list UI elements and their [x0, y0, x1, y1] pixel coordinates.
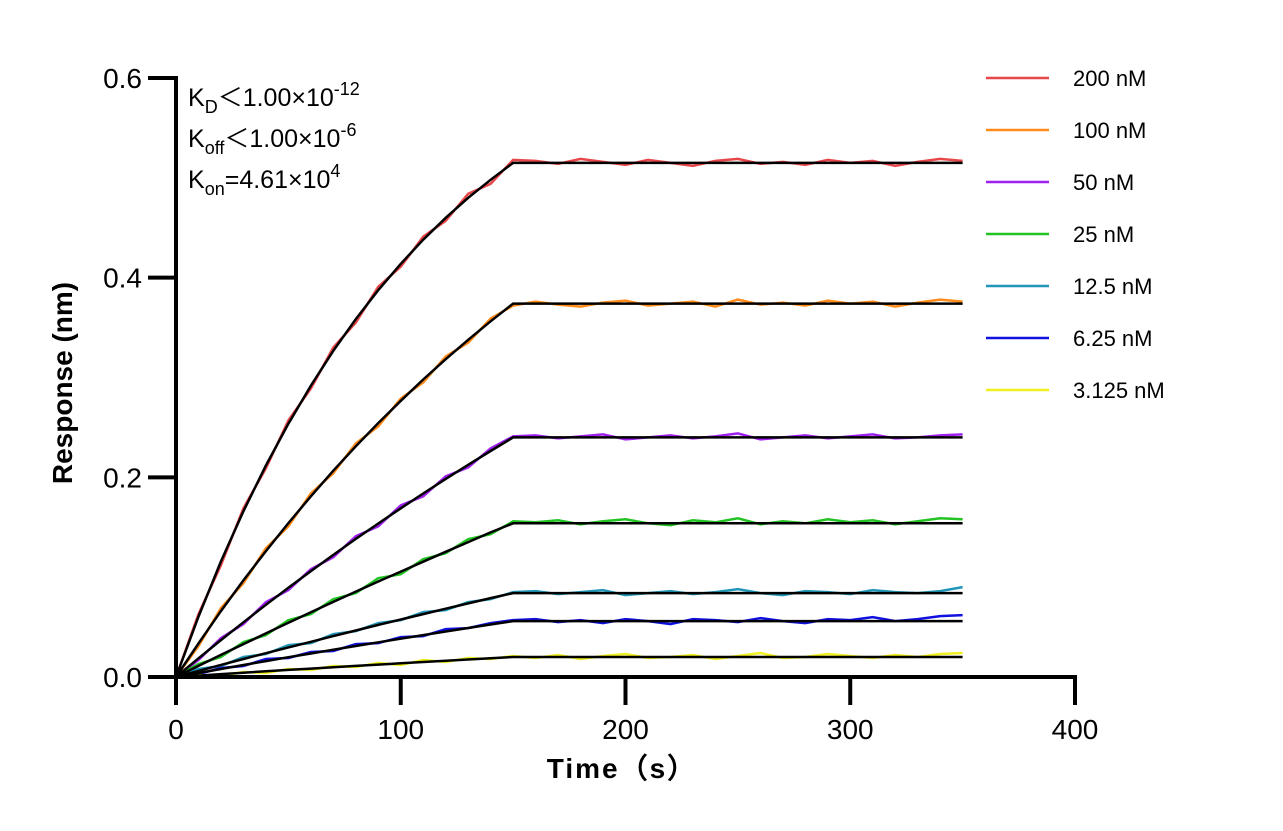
x-tick-label: 100	[377, 714, 424, 745]
annotation-k: K	[188, 125, 205, 153]
annotation-sub: D	[205, 97, 218, 117]
annotation-text: ＜1.00×10	[218, 84, 334, 112]
data-line	[174, 157, 963, 678]
legend-label: 3.125 nM	[1073, 378, 1165, 403]
annotation: Koff＜1.00×10-6	[188, 120, 356, 158]
y-tick-label: 0.2	[103, 462, 142, 493]
annotation-k: K	[188, 166, 205, 194]
x-tick-label: 200	[602, 714, 649, 745]
annotation-k: K	[188, 84, 205, 112]
fit-line	[175, 655, 963, 679]
x-tick-label: 0	[168, 714, 184, 745]
fit-line	[175, 591, 963, 679]
legend-label: 12.5 nM	[1073, 274, 1153, 299]
x-axis-title: Time（s）	[547, 752, 697, 784]
annotation-sub: off	[205, 138, 226, 158]
data-line	[174, 298, 963, 678]
data-line	[175, 432, 963, 678]
data-line	[175, 585, 963, 679]
y-tick-label: 0.6	[103, 63, 142, 94]
legend-label: 200 nM	[1073, 66, 1146, 91]
fit-line	[175, 619, 963, 679]
annotation: Kon=4.61×104	[188, 161, 340, 199]
legend-label: 100 nM	[1073, 118, 1146, 143]
legend-label: 6.25 nM	[1073, 326, 1153, 351]
annotation-sup: -6	[340, 120, 356, 140]
fit-line	[175, 522, 963, 679]
y-tick-label: 0.4	[103, 263, 142, 294]
fit-line	[174, 161, 963, 678]
legend-label: 25 nM	[1073, 222, 1134, 247]
y-tick-label: 0.0	[103, 662, 142, 693]
x-tick-label: 300	[827, 714, 874, 745]
data-line	[175, 517, 963, 679]
annotation-sup: -12	[334, 79, 360, 99]
annotation-text: =4.61×10	[225, 166, 331, 194]
fit-line	[175, 436, 963, 678]
y-axis-title: Response (nm)	[47, 282, 78, 484]
x-tick-label: 400	[1052, 714, 1099, 745]
annotation-sup: 4	[330, 161, 340, 181]
fit-line	[174, 302, 963, 678]
annotation-sub: on	[205, 179, 225, 199]
annotation: KD＜1.00×10-12	[188, 79, 360, 117]
legend-label: 50 nM	[1073, 170, 1134, 195]
annotation-text: ＜1.00×10	[224, 125, 340, 153]
